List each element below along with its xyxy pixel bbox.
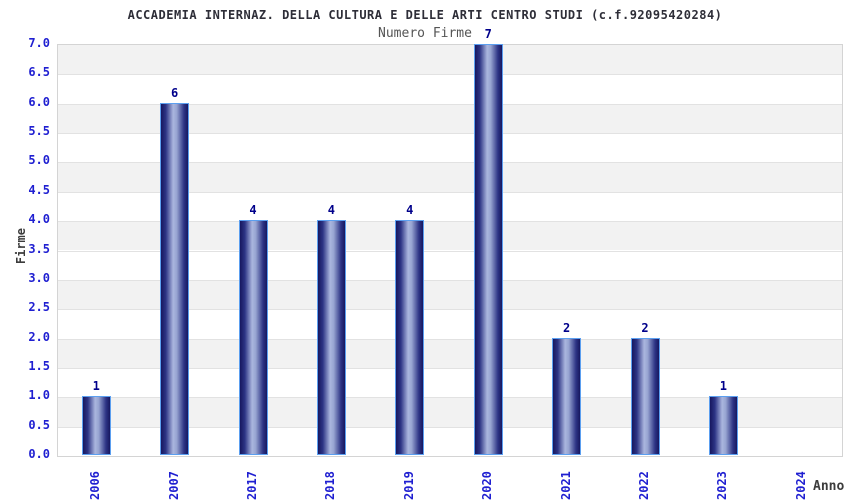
x-tick-label: 2024: [793, 471, 808, 500]
y-tick-label: 6.0: [28, 94, 50, 109]
y-tick-label: 4.0: [28, 212, 50, 227]
y-tick-label: 1.0: [28, 388, 50, 403]
bar-2007: [160, 102, 190, 455]
y-tick-label: 3.0: [28, 270, 50, 285]
bar-value-label: 4: [406, 203, 414, 218]
y-tick-label: 5.0: [28, 153, 50, 168]
bar-value-label: 7: [484, 27, 492, 41]
y-tick-label: 3.5: [28, 241, 50, 256]
bar-2022: [630, 337, 660, 455]
x-axis-label: Anno: [813, 479, 845, 494]
bar-2020: [473, 44, 503, 455]
bar-value-label: 2: [562, 320, 571, 335]
x-tick-label: 2023: [715, 471, 730, 500]
bar-2006: [81, 396, 111, 455]
x-tick-label: 2022: [637, 471, 651, 500]
chart-title: ACCADEMIA INTERNAZ. DELLA CULTURA E DELL…: [127, 8, 723, 22]
grid-band: [58, 45, 842, 75]
bar-value-label: 1: [92, 379, 100, 394]
bar-value-label: 4: [249, 203, 257, 218]
y-tick-label: 2.0: [28, 329, 50, 344]
x-tick-label: 2021: [558, 471, 573, 500]
bar-2018: [316, 220, 346, 455]
y-tick-label: 0.5: [28, 417, 50, 432]
x-tick-label: 2019: [401, 471, 416, 500]
y-tick-label: 6.5: [28, 65, 50, 80]
grid-band: [58, 74, 842, 104]
bar-value-label: 4: [327, 203, 335, 218]
bar-2017: [238, 220, 268, 455]
y-tick-label: 7.0: [28, 36, 50, 50]
bar-2019: [395, 220, 425, 455]
bar-2021: [552, 337, 582, 455]
bar-2023: [708, 396, 738, 455]
y-tick-label: 1.5: [28, 358, 50, 373]
x-tick-label: 2007: [166, 471, 181, 500]
y-tick-label: 4.5: [28, 182, 50, 197]
y-tick-label: 5.5: [28, 124, 50, 139]
y-tick-label: 2.5: [28, 300, 50, 315]
y-axis-label: Firme: [14, 227, 28, 264]
x-tick-label: 2017: [245, 471, 259, 500]
y-tick-label: 0.0: [28, 447, 50, 461]
x-tick-label: 2020: [480, 471, 495, 500]
x-tick-label: 2018: [323, 471, 338, 500]
bar-value-label: 2: [641, 320, 649, 335]
bar-value-label: 6: [170, 85, 179, 100]
x-tick-label: 2006: [88, 471, 103, 500]
bar-value-label: 1: [719, 379, 727, 394]
chart-subtitle: Numero Firme: [378, 26, 472, 41]
